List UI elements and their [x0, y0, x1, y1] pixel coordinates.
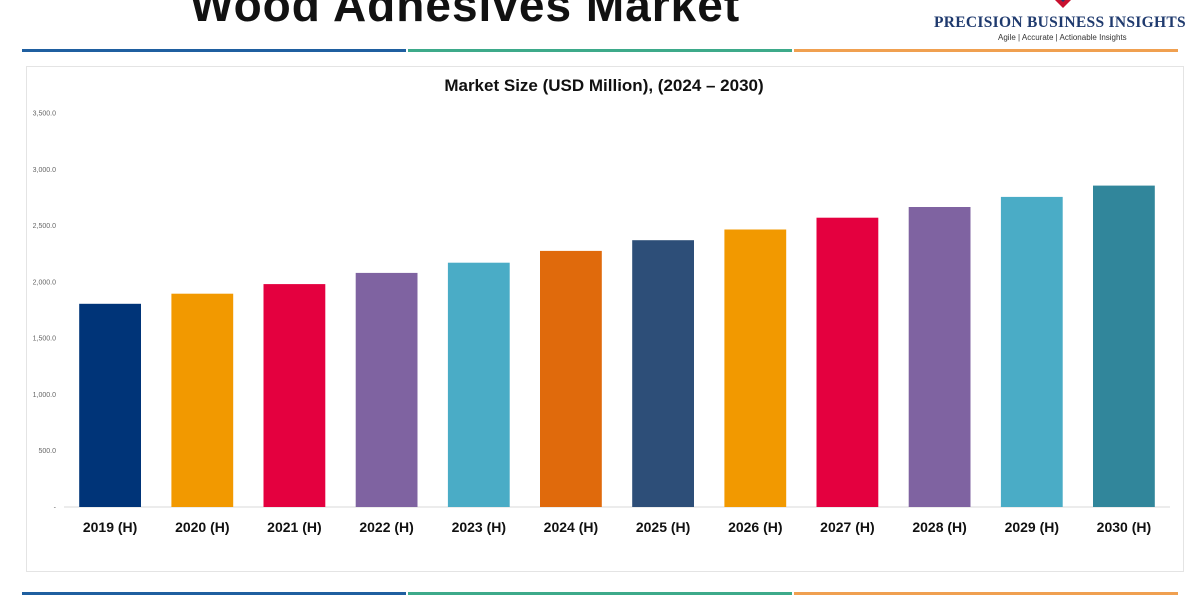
bar — [724, 229, 787, 507]
header-rule-blue — [22, 49, 406, 52]
x-tick-label: 2027 (H) — [820, 519, 874, 535]
y-tick-label: 1,000.0 — [33, 392, 56, 399]
header-rule-orange — [794, 49, 1178, 52]
x-tick-label: 2030 (H) — [1097, 519, 1151, 535]
footer-rule-green — [408, 592, 792, 595]
y-tick-label: 2,500.0 — [33, 223, 56, 230]
footer-rule-blue — [22, 592, 406, 595]
footer-rule-orange — [794, 592, 1178, 595]
bar — [540, 250, 602, 507]
y-tick-label: 3,500.0 — [33, 111, 56, 118]
bar — [1093, 185, 1155, 507]
y-tick-label: - — [54, 505, 57, 512]
bar — [816, 217, 879, 507]
logo-emblem-icon — [1055, 0, 1071, 8]
x-tick-label: 2024 (H) — [544, 519, 598, 535]
header-rule-green — [408, 49, 792, 52]
brand-tagline: Agile | Accurate | Actionable Insights — [998, 33, 1127, 42]
chart-title: Market Size (USD Million), (2024 – 2030) — [444, 76, 764, 95]
x-tick-label: 2026 (H) — [728, 519, 782, 535]
brand-name: PRECISION BUSINESS INSIGHTS — [934, 14, 1186, 31]
bar — [447, 262, 510, 507]
page-title: Wood Adhesives Market — [190, 0, 741, 31]
bar — [632, 240, 694, 507]
y-tick-label: 3,000.0 — [33, 167, 56, 174]
x-tick-label: 2023 (H) — [452, 519, 506, 535]
bar — [79, 303, 141, 507]
bar — [355, 272, 418, 507]
x-tick-label: 2028 (H) — [912, 519, 966, 535]
bar — [908, 207, 971, 507]
x-tick-label: 2020 (H) — [175, 519, 229, 535]
y-tick-label: 500.0 — [38, 448, 56, 455]
brand-logo: PRECISION BUSINESS INSIGHTS Agile | Accu… — [928, 0, 1200, 46]
y-tick-label: 1,500.0 — [33, 336, 56, 343]
x-tick-label: 2029 (H) — [1005, 519, 1059, 535]
x-tick-label: 2021 (H) — [267, 519, 321, 535]
bar — [171, 293, 234, 507]
x-tick-label: 2019 (H) — [83, 519, 137, 535]
x-tick-label: 2022 (H) — [359, 519, 413, 535]
bar — [1000, 196, 1063, 507]
bar — [263, 284, 326, 507]
x-tick-label: 2025 (H) — [636, 519, 690, 535]
y-tick-label: 2,000.0 — [33, 279, 56, 286]
